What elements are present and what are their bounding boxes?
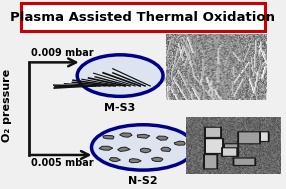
- Polygon shape: [161, 147, 171, 151]
- Ellipse shape: [92, 145, 200, 159]
- Ellipse shape: [92, 125, 194, 170]
- Polygon shape: [109, 158, 120, 162]
- Text: 0.005 mbar: 0.005 mbar: [31, 158, 94, 168]
- Polygon shape: [118, 147, 130, 151]
- Polygon shape: [156, 136, 168, 140]
- Polygon shape: [140, 148, 151, 153]
- Ellipse shape: [77, 55, 163, 96]
- Text: Plasma Assisted Thermal Oxidation: Plasma Assisted Thermal Oxidation: [11, 11, 275, 23]
- Polygon shape: [103, 135, 114, 139]
- Polygon shape: [174, 141, 185, 145]
- Polygon shape: [137, 134, 150, 138]
- Text: O₂ pressure: O₂ pressure: [2, 69, 12, 142]
- Ellipse shape: [78, 73, 168, 86]
- Text: N-S2: N-S2: [128, 176, 158, 186]
- Polygon shape: [129, 159, 141, 163]
- Text: M-S3: M-S3: [104, 103, 136, 113]
- Polygon shape: [152, 157, 163, 161]
- FancyBboxPatch shape: [21, 3, 265, 31]
- Polygon shape: [120, 133, 132, 137]
- Text: 0.009 mbar: 0.009 mbar: [31, 48, 94, 58]
- Polygon shape: [99, 146, 113, 150]
